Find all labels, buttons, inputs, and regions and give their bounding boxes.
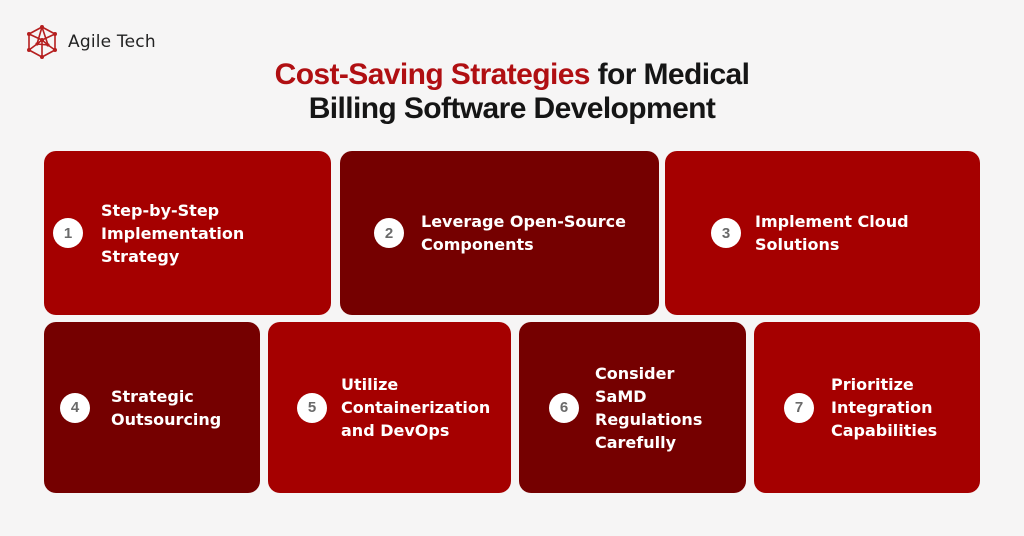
strategy-label: Leverage Open-Source Components	[421, 212, 626, 254]
strategy-label: Step-by-Step Implementation Strategy	[101, 200, 245, 266]
strategy-card-6: 6 Consider SaMD Regulations Carefully	[519, 322, 746, 493]
strategy-card-2: 2 Leverage Open-Source Components	[340, 151, 659, 315]
strategy-label: Implement Cloud Solutions	[755, 212, 909, 254]
step-number-badge: 5	[297, 392, 327, 423]
strategy-card-4: 4 Strategic Outsourcing	[44, 322, 260, 493]
step-number-badge: 3	[711, 218, 741, 248]
strategy-label: Prioritize Integration Capabilities	[831, 375, 938, 440]
step-number-badge: 4	[60, 392, 90, 423]
strategy-card-7: 7 Prioritize Integration Capabilities	[754, 322, 980, 493]
strategy-card-3: 3 Implement Cloud Solutions	[665, 151, 980, 315]
logo-text: Agile Tech	[68, 32, 156, 52]
strategy-label: Consider SaMD Regulations Carefully	[595, 363, 703, 452]
strategy-card-5: 5 Utilize Containerization and DevOps	[268, 322, 511, 493]
agile-tech-logo-icon	[27, 25, 57, 59]
step-number-badge: 7	[784, 392, 814, 423]
title-line-1: Cost-Saving Strategies for Medical	[0, 58, 1024, 92]
page-title: Cost-Saving Strategies for Medical Billi…	[0, 58, 1024, 126]
title-accent: Cost-Saving Strategies	[274, 58, 591, 91]
strategy-label: Utilize Containerization and DevOps	[341, 375, 491, 440]
step-number-badge: 2	[374, 218, 404, 248]
brand-logo: Agile Tech	[24, 22, 156, 62]
step-number-badge: 1	[53, 218, 83, 248]
strategy-label: Strategic Outsourcing	[111, 386, 222, 429]
title-rest: for Medical	[589, 58, 750, 91]
step-number-badge: 6	[549, 392, 579, 423]
title-line-2: Billing Software Development	[308, 92, 716, 125]
strategy-card-1: 1 Step-by-Step Implementation Strategy	[44, 151, 331, 315]
